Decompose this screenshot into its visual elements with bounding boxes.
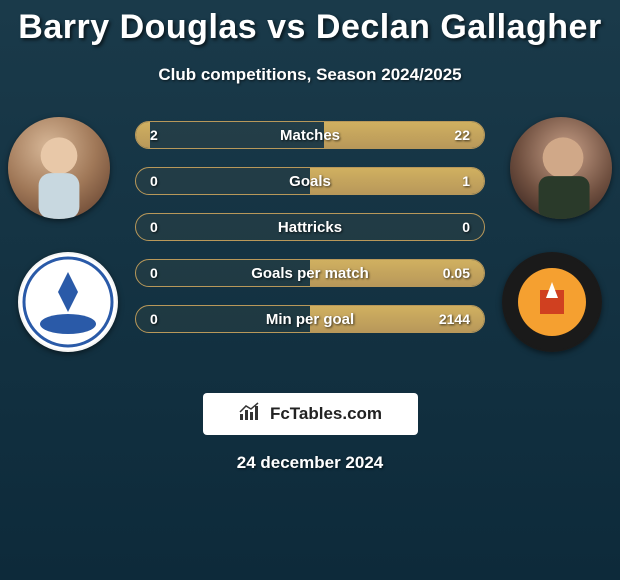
stat-left-value: 2 bbox=[150, 127, 158, 143]
stat-label: Min per goal bbox=[266, 311, 354, 328]
stat-right-value: 2144 bbox=[439, 311, 470, 327]
subtitle: Club competitions, Season 2024/2025 bbox=[0, 65, 620, 85]
chart-icon bbox=[238, 402, 264, 427]
stat-label: Goals per match bbox=[251, 265, 369, 282]
logo-text: FcTables.com bbox=[270, 404, 382, 424]
stat-right-value: 0 bbox=[462, 219, 470, 235]
stat-right-value: 1 bbox=[462, 173, 470, 189]
bar-fill-right bbox=[310, 168, 484, 194]
page-title: Barry Douglas vs Declan Gallagher bbox=[0, 0, 620, 47]
fctables-logo: FcTables.com bbox=[203, 393, 418, 435]
stat-rows: 2 Matches 22 0 Goals 1 0 Hattricks 0 0 Goals per m… bbox=[135, 121, 485, 351]
stat-row: 0 Min per goal 2144 bbox=[135, 305, 485, 333]
stat-right-value: 22 bbox=[454, 127, 470, 143]
stats-area: 2 Matches 22 0 Goals 1 0 Hattricks 0 0 Goals per m… bbox=[0, 117, 620, 377]
stat-right-value: 0.05 bbox=[443, 265, 470, 281]
bar-fill-left bbox=[136, 122, 150, 148]
stat-left-value: 0 bbox=[150, 265, 158, 281]
stat-row: 2 Matches 22 bbox=[135, 121, 485, 149]
club-right-badge bbox=[502, 252, 602, 352]
stat-label: Goals bbox=[289, 173, 331, 190]
stat-left-value: 0 bbox=[150, 311, 158, 327]
stat-left-value: 0 bbox=[150, 173, 158, 189]
stat-row: 0 Hattricks 0 bbox=[135, 213, 485, 241]
stat-row: 0 Goals 1 bbox=[135, 167, 485, 195]
player-left-avatar bbox=[8, 117, 110, 219]
player-right-avatar bbox=[510, 117, 612, 219]
club-left-badge bbox=[18, 252, 118, 352]
date-text: 24 december 2024 bbox=[0, 453, 620, 473]
stat-label: Matches bbox=[280, 127, 340, 144]
stat-row: 0 Goals per match 0.05 bbox=[135, 259, 485, 287]
stat-left-value: 0 bbox=[150, 219, 158, 235]
stat-label: Hattricks bbox=[278, 219, 342, 236]
